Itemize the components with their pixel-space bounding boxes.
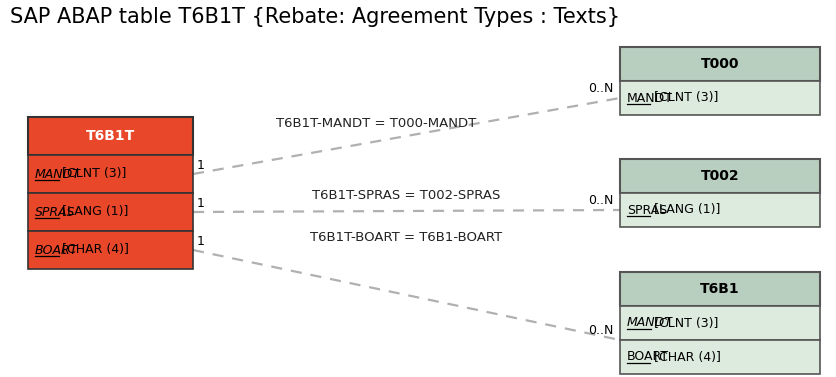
Text: [LANG (1)]: [LANG (1)] [58, 205, 128, 219]
Text: T6B1T: T6B1T [86, 129, 135, 143]
Text: [CLNT (3)]: [CLNT (3)] [649, 317, 717, 329]
Text: 1: 1 [196, 159, 205, 172]
Text: T6B1T-MANDT = T000-MANDT: T6B1T-MANDT = T000-MANDT [276, 117, 476, 130]
Text: SPRAS: SPRAS [626, 204, 666, 216]
Text: T6B1T-BOART = T6B1-BOART: T6B1T-BOART = T6B1-BOART [310, 231, 502, 244]
Text: SAP ABAP table T6B1T {Rebate: Agreement Types : Texts}: SAP ABAP table T6B1T {Rebate: Agreement … [10, 7, 619, 27]
Text: [CHAR (4)]: [CHAR (4)] [58, 244, 129, 256]
Text: T6B1T-SPRAS = T002-SPRAS: T6B1T-SPRAS = T002-SPRAS [312, 189, 500, 202]
Bar [619, 340, 819, 374]
Text: [CLNT (3)]: [CLNT (3)] [649, 92, 717, 104]
Bar [28, 155, 193, 193]
Bar [28, 117, 193, 155]
Text: SPRAS: SPRAS [35, 205, 75, 219]
Text: BOART: BOART [626, 351, 668, 363]
Bar [619, 47, 819, 81]
Text: [CHAR (4)]: [CHAR (4)] [649, 351, 720, 363]
Bar [619, 159, 819, 193]
Text: MANDT: MANDT [626, 92, 672, 104]
Text: 1: 1 [196, 235, 205, 248]
Text: 0..N: 0..N [588, 82, 614, 95]
Text: 0..N: 0..N [588, 324, 614, 337]
Text: MANDT: MANDT [626, 317, 672, 329]
Text: T000: T000 [700, 57, 738, 71]
Bar [619, 272, 819, 306]
Text: [LANG (1)]: [LANG (1)] [649, 204, 719, 216]
Text: T002: T002 [700, 169, 738, 183]
Text: [CLNT (3)]: [CLNT (3)] [58, 167, 126, 181]
Text: 1: 1 [196, 197, 205, 210]
Text: MANDT: MANDT [35, 167, 81, 181]
Bar [28, 193, 193, 231]
Text: T6B1: T6B1 [700, 282, 739, 296]
Bar [619, 306, 819, 340]
Bar [619, 193, 819, 227]
Text: BOART: BOART [35, 244, 78, 256]
Bar [619, 81, 819, 115]
Text: 0..N: 0..N [588, 194, 614, 207]
Bar [28, 231, 193, 269]
